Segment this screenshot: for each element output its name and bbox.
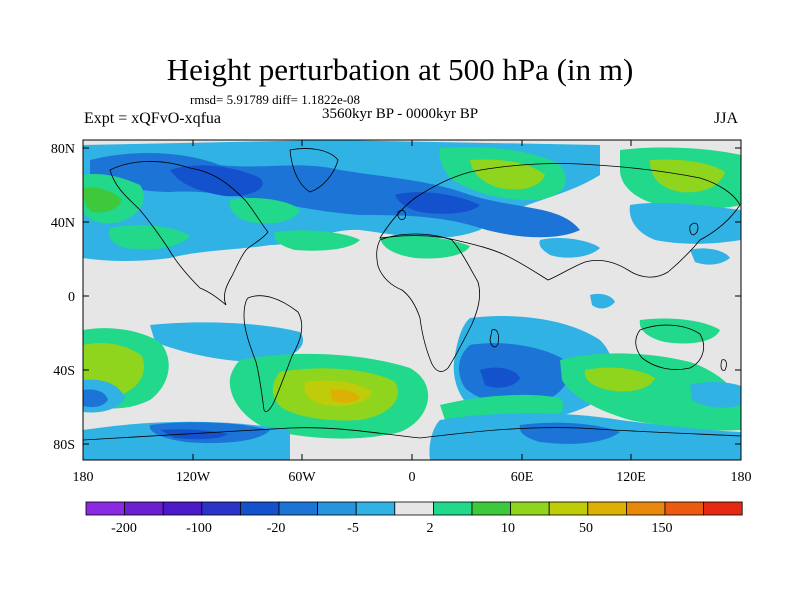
colorbar-label: 10 <box>501 521 515 536</box>
contour-region <box>83 187 122 213</box>
lon-tick-label: 180 <box>731 470 752 485</box>
coastline-eurasia <box>379 163 741 281</box>
coastline-madagascar <box>489 329 500 348</box>
coastline-south-america <box>243 295 303 412</box>
coastline-new-zealand <box>720 359 727 371</box>
colorbar-box <box>587 501 627 516</box>
colorbar-label: -100 <box>186 521 212 536</box>
colorbar-box <box>664 501 704 516</box>
lat-tick-label: 80N <box>51 142 75 157</box>
lon-tick-label: 120W <box>176 470 211 485</box>
coastline-north-america <box>109 161 269 306</box>
contour-region <box>480 367 520 388</box>
contour-region <box>170 165 263 197</box>
colorbar-label: 50 <box>579 521 593 536</box>
lat-tick-label: 40S <box>53 364 75 379</box>
lon-tick-label: 60E <box>511 470 534 485</box>
colorbar-label: -200 <box>111 521 137 536</box>
coastline-australia <box>635 324 704 370</box>
colorbar-label: -20 <box>267 521 286 536</box>
colorbar-box <box>355 501 396 516</box>
contour-region <box>590 293 615 309</box>
colorbar-box <box>85 501 125 516</box>
season-label: JJA <box>714 110 739 127</box>
longitude-ticks <box>82 140 742 460</box>
contour-region <box>470 159 545 190</box>
stats-line: rmsd= 5.91789 diff= 1.1822e-08 <box>190 92 361 107</box>
coastline-greenland <box>289 148 339 193</box>
colorbar-box <box>432 501 473 516</box>
contour-region <box>229 198 300 224</box>
colorbar-box <box>201 501 241 516</box>
colorbar-label: -5 <box>347 521 359 536</box>
colorbar-box <box>394 501 434 516</box>
experiment-label: Expt = xQFvO-xqfua <box>84 110 222 127</box>
period-label: 3560kyr BP - 0000kyr BP <box>322 106 479 122</box>
contour-region <box>160 429 228 440</box>
colorbar-box <box>278 501 318 516</box>
coastlines <box>83 148 741 441</box>
colorbar-label: 150 <box>652 521 673 536</box>
contour-region <box>629 202 741 244</box>
lon-tick-label: 180 <box>73 470 94 485</box>
contour-region <box>584 367 655 392</box>
lon-tick-label: 60W <box>288 470 316 485</box>
colorbar-box <box>162 501 203 516</box>
colorbar-box <box>239 501 280 516</box>
lon-tick-label: 0 <box>409 470 416 485</box>
lat-tick-label: 0 <box>68 290 75 305</box>
colorbar-box <box>626 501 666 516</box>
coastline-british-isles <box>397 210 406 220</box>
contour-region <box>539 237 600 258</box>
colorbar-label: 2 <box>427 521 434 536</box>
contour-region <box>690 382 741 408</box>
map-title: Height perturbation at 500 hPa (in m) <box>166 52 634 87</box>
lon-tick-label: 120E <box>616 470 646 485</box>
colorbar-box <box>548 501 589 516</box>
contour-region <box>150 322 304 362</box>
coastline-japan <box>689 222 699 236</box>
colorbar <box>85 501 743 516</box>
colorbar-box <box>317 501 357 516</box>
contour-region <box>380 235 470 259</box>
latitude-ticks <box>83 147 741 445</box>
coastline-africa <box>376 233 480 372</box>
colorbar-box <box>703 501 743 516</box>
colorbar-box <box>471 501 511 516</box>
contour-region <box>83 389 108 408</box>
lat-tick-label: 40N <box>51 216 75 231</box>
contour-field <box>83 140 741 460</box>
colorbar-box <box>510 501 550 516</box>
contour-region <box>330 389 360 403</box>
contour-region <box>274 230 360 251</box>
contour-region <box>639 318 720 344</box>
lat-tick-label: 80S <box>53 438 75 453</box>
coastline-antarctica <box>83 427 741 441</box>
contour-region <box>108 225 190 250</box>
colorbar-box <box>124 501 164 516</box>
contour-region <box>690 248 730 265</box>
